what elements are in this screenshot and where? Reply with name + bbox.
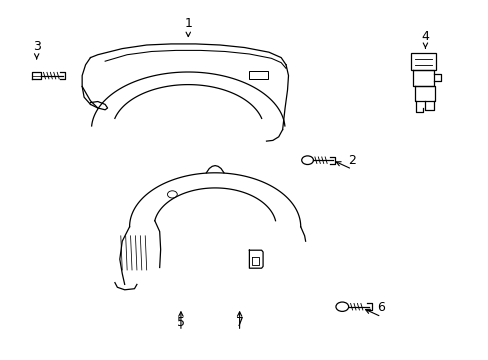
Text: 2: 2 — [347, 154, 355, 167]
Text: 1: 1 — [184, 17, 192, 30]
Text: 4: 4 — [421, 30, 428, 42]
Text: 5: 5 — [177, 316, 184, 329]
Bar — [249, 71, 267, 79]
Bar — [410, 53, 435, 70]
Text: 3: 3 — [33, 40, 41, 53]
Text: 7: 7 — [235, 316, 243, 329]
Text: 6: 6 — [377, 301, 385, 314]
